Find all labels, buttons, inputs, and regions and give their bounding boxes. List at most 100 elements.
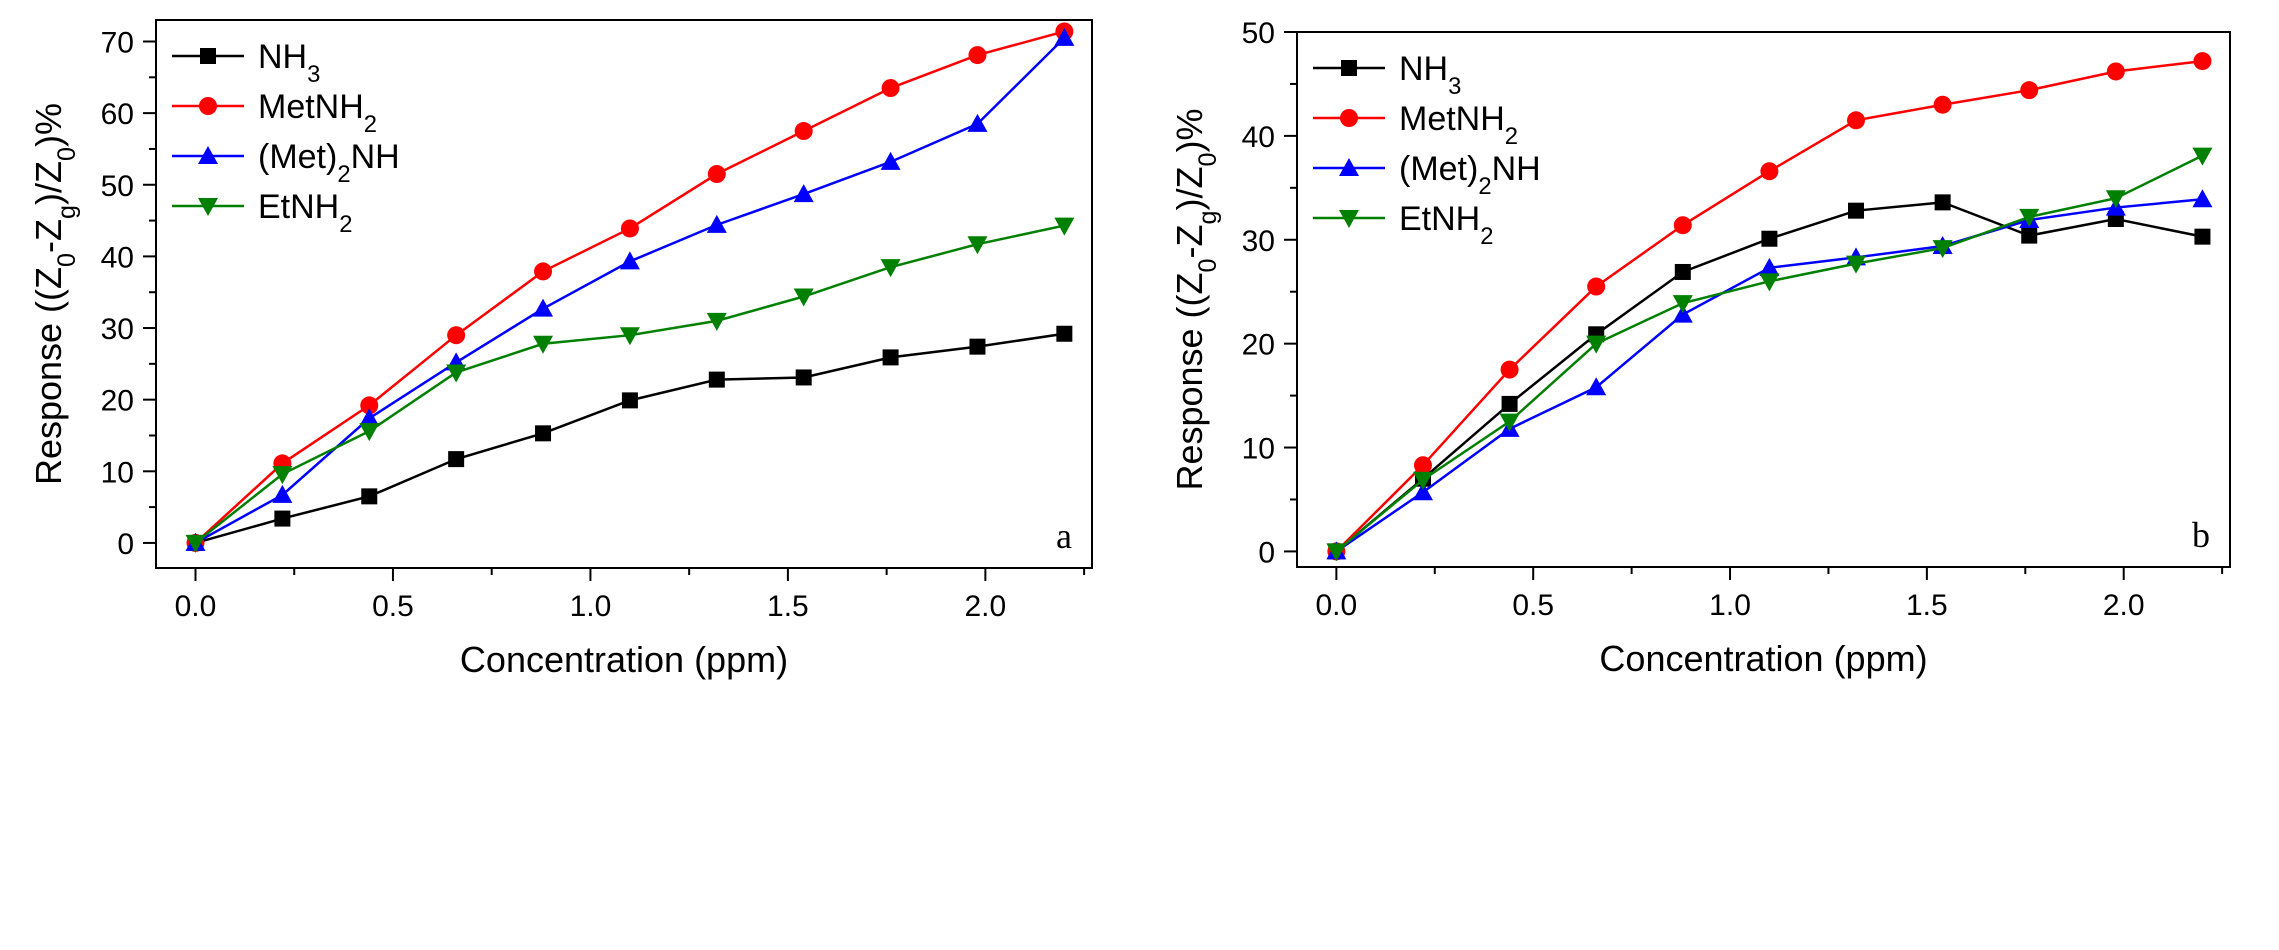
panel-b-series-3-point-3 (1586, 335, 1607, 354)
panel-a-legend-3-marker (198, 198, 218, 216)
panel-a-series-2 (185, 27, 1075, 551)
panel-b-series-0 (1328, 194, 2211, 560)
panel-a-legend-1-marker (199, 97, 217, 115)
panel-a-legend-2-marker (198, 146, 218, 164)
panel-a-y-tick-label-2: 20 (101, 385, 134, 418)
panel-a-series-1-point-7 (794, 122, 813, 141)
panel-a-series-2-point-4 (533, 298, 554, 317)
panel-b-letter: b (2192, 515, 2210, 555)
panel-b-series-1-point-6 (1847, 111, 1866, 130)
panel-b-series-0-line (1335, 201, 2203, 553)
panel-b-y-tick-label-3: 30 (1242, 225, 1275, 258)
panel-a-series-0-point-4 (535, 425, 552, 442)
panel-b-legend-3-label: EtNH2 (1399, 200, 1493, 250)
panel-a-series-3-point-8 (880, 259, 901, 278)
panel-a-legend-2-label: (Met)2NH (258, 138, 400, 188)
panel-b-legend-1-label: MetNH2 (1399, 100, 1518, 150)
panel-b-series-3-point-10 (2192, 147, 2213, 166)
panel-a-y-tick-label-1: 10 (101, 456, 134, 489)
panel-b-legend-1-marker (1340, 109, 1358, 127)
panel-a-series-3-line (194, 224, 1065, 544)
panel-b-series-3-point-9 (2105, 190, 2126, 209)
panel-a-series-3-point-2 (359, 423, 380, 442)
panel-b-series-0-point-10 (2194, 228, 2211, 245)
panel-a-series-3-point-6 (706, 312, 727, 331)
panel-b-x-tick-label-4: 2.0 (2103, 589, 2145, 622)
panel-b-series-2-point-10 (2192, 189, 2213, 208)
panel-b-series-2-point-5 (1759, 257, 1780, 276)
panel-a-series-0-point-6 (708, 371, 725, 388)
panel-b-series-1-point-9 (2106, 62, 2125, 81)
panel-a-series-3-point-3 (446, 364, 467, 383)
panel-a-series-0-point-2 (361, 488, 378, 505)
panel-b-y-axis-title: Response ((Z0-Zg)/Z0)% (1169, 108, 1222, 490)
panel-a-legend-3-label: EtNH2 (258, 188, 352, 238)
panel-a-y-tick-label-7: 70 (101, 26, 134, 59)
panel-b-series-1-point-1 (1413, 456, 1432, 475)
panel-a-series-0-point-10 (1056, 325, 1073, 342)
panel-b-series-1-point-8 (2020, 81, 2039, 100)
panel-a-y-tick-label-5: 50 (101, 170, 134, 203)
panel-a-series-2-point-10 (1054, 27, 1075, 46)
panel-a-series-3-point-0 (185, 534, 206, 553)
panel-a-x-tick-label-1: 0.5 (372, 590, 414, 623)
panel-a-series-1-point-6 (707, 165, 726, 184)
panel-a-letter: a (1056, 516, 1072, 556)
panel-b-y-tick-label-1: 10 (1242, 433, 1275, 466)
panel-b-series-2-point-1 (1412, 482, 1433, 501)
panel-a-series-3-point-9 (967, 236, 988, 255)
panel-b-series-3-point-0 (1326, 543, 1347, 562)
panel-a-series-1-point-5 (620, 219, 639, 238)
panel-a-series-2-point-9 (967, 113, 988, 132)
panel-b-series-1-point-2 (1500, 360, 1519, 379)
panel-a-y-tick-label-3: 30 (101, 313, 134, 346)
panel-b-legend-3-marker (1339, 210, 1359, 228)
panel-a-legend-0-label: NH3 (258, 38, 320, 88)
panel-b-series-3-point-8 (2019, 208, 2040, 227)
panel-b-y-tick-label-5: 50 (1242, 17, 1275, 50)
panel-a-y-tick-label-0: 0 (117, 528, 134, 561)
panel-b-series-2-point-4 (1672, 304, 1693, 323)
panel-b-series-2-line (1335, 198, 2203, 553)
panel-a-series-2-point-5 (619, 251, 640, 270)
panel-b-legend-2-marker (1339, 158, 1359, 176)
panel-a-legend-1-label: MetNH2 (258, 88, 377, 138)
panel-b-series-1-point-5 (1760, 162, 1779, 181)
panel-b-series-0-point-5 (1761, 230, 1778, 247)
panel-a-x-tick-label-4: 2.0 (965, 590, 1007, 623)
panel-a-series-1-point-8 (881, 79, 900, 98)
panel-a-series-1-point-2 (360, 396, 379, 415)
panel-b-series-0-point-8 (2021, 227, 2038, 244)
panel-a-series-3-point-4 (533, 335, 554, 354)
panel-b-y-tick-label-2: 20 (1242, 329, 1275, 362)
panel-b-legend-0-label: NH3 (1399, 50, 1461, 100)
panel-b-x-tick-label-1: 0.5 (1512, 589, 1554, 622)
panel-b: 0.0 0.5 1.0 1.5 2.0 0 10 20 30 40 50 Concentration … (1169, 17, 2231, 679)
panel-b-series-3-point-5 (1759, 273, 1780, 292)
panel-b-series-3-point-4 (1672, 295, 1693, 314)
panel-b-legend-0-marker (1341, 60, 1357, 76)
panel-a-y-tick-label-4: 40 (101, 241, 134, 274)
panel-b-series-1 (1327, 52, 2212, 561)
panel-b-x-axis-title: Concentration (ppm) (1599, 638, 1927, 679)
panel-a-series-0-point-7 (795, 369, 812, 386)
panel-a-series-2-point-1 (272, 484, 293, 503)
panel-a-x-tick-label-2: 1.0 (570, 590, 612, 623)
panel-a-series-3-point-5 (619, 327, 640, 346)
panel-a-series-2-point-8 (880, 151, 901, 170)
panel-a-series-0-point-3 (448, 451, 465, 468)
panel-b-x-tick-label-0: 0.0 (1316, 589, 1358, 622)
panel-b-series-0-point-4 (1674, 263, 1691, 280)
panel-a-series-2-point-2 (359, 408, 380, 427)
panel-b-series-0-point-7 (1934, 194, 1951, 211)
panel-b-y-tick-label-4: 40 (1242, 121, 1275, 154)
panel-b-series-3-point-6 (1846, 255, 1867, 274)
panel-b-y-tick-label-0: 0 (1258, 536, 1275, 569)
panel-a-x-axis-title: Concentration (ppm) (460, 639, 788, 680)
panel-a-series-3-point-7 (793, 288, 814, 307)
panel-a-x-tick-label-3: 1.5 (767, 590, 809, 623)
panel-a-series-1-point-4 (534, 262, 553, 281)
